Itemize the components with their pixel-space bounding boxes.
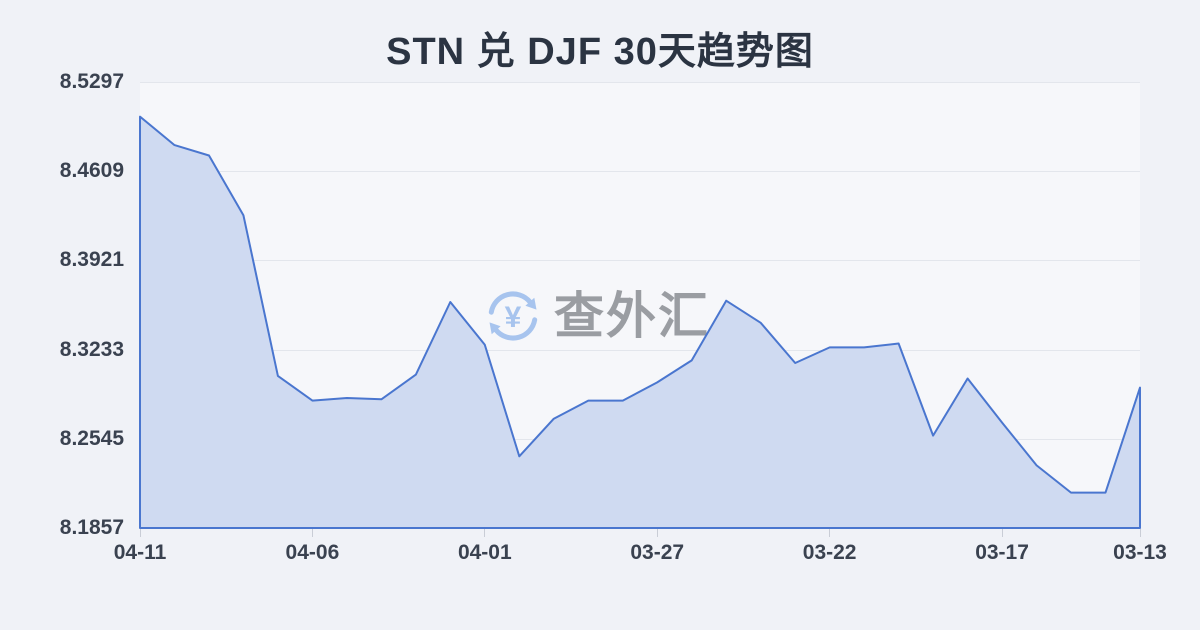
watermark-text: 查外汇 [554, 288, 710, 344]
x-axis-label: 03-17 [975, 541, 1029, 564]
currency-exchange-icon: ¥ [488, 291, 538, 341]
x-axis-label: 04-11 [113, 541, 167, 564]
x-axis-tick [1001, 529, 1003, 537]
x-axis-label: 03-27 [630, 541, 685, 564]
y-axis-label: 8.4609 [59, 159, 124, 183]
x-axis-tick [829, 529, 831, 537]
gridline [140, 349, 1140, 351]
y-axis-label: 8.3233 [59, 337, 124, 361]
gridline [140, 171, 1140, 173]
y-axis-label: 8.1857 [59, 516, 124, 539]
x-axis-tick [1139, 529, 1141, 537]
chart-title: STN 兑 DJF 30天趋势图 [386, 31, 814, 73]
x-axis-label: 04-01 [457, 541, 512, 564]
x-axis-label: 03-22 [802, 541, 857, 564]
x-axis-tick [311, 529, 313, 537]
x-axis-tick [484, 529, 486, 537]
y-axis-label: 8.5297 [59, 70, 124, 93]
yen-icon: ¥ [505, 301, 522, 334]
x-axis-label: 03-13 [1113, 541, 1167, 564]
y-axis-label: 8.2545 [59, 426, 124, 450]
area-series-svg [139, 115, 1141, 529]
gridline [140, 260, 1140, 262]
watermark: ¥ 查外汇 [483, 285, 710, 347]
gridline [140, 82, 1140, 83]
area-series [139, 115, 1141, 529]
x-axis-tick [139, 529, 141, 537]
x-axis-tick [656, 529, 658, 537]
y-axis-label: 8.3921 [59, 248, 124, 272]
x-axis-label: 04-06 [285, 541, 340, 564]
